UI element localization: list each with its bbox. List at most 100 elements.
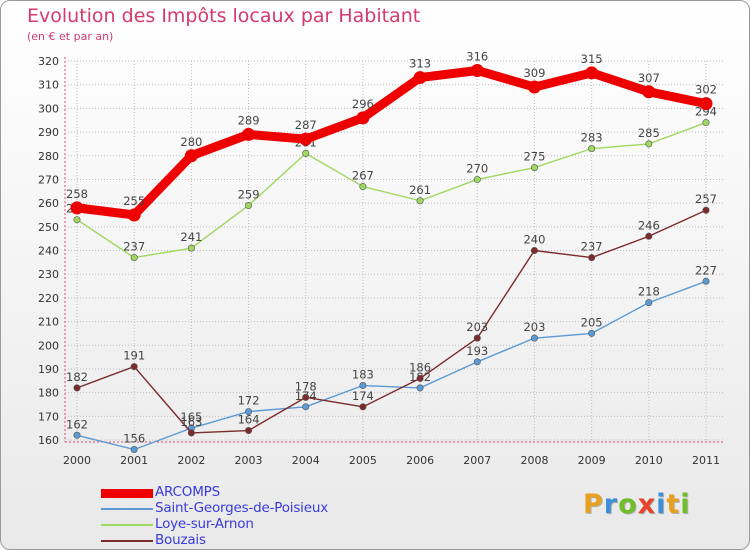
data-point — [302, 403, 310, 411]
data-point — [702, 206, 710, 214]
data-label: 193 — [466, 344, 488, 358]
data-point — [242, 127, 256, 141]
legend-label: Bouzais — [155, 532, 206, 548]
y-tick-label: 280 — [38, 150, 59, 163]
y-tick-label: 220 — [38, 292, 59, 305]
chart-subtitle: (en € et par an) — [27, 30, 114, 43]
data-point — [473, 175, 481, 183]
data-label: 302 — [695, 83, 717, 97]
data-label: 164 — [238, 413, 260, 427]
y-tick-label: 170 — [38, 410, 59, 423]
proxiti-logo: Proxiti — [583, 489, 691, 520]
data-point — [359, 183, 367, 191]
data-label: 203 — [523, 320, 545, 334]
data-label: 316 — [466, 49, 488, 63]
data-label: 267 — [352, 169, 374, 183]
data-point — [245, 408, 253, 416]
data-label: 165 — [180, 410, 202, 424]
data-point — [73, 384, 81, 392]
data-label: 275 — [523, 150, 545, 164]
x-tick-label: 2003 — [235, 454, 263, 467]
data-label: 313 — [409, 57, 431, 71]
x-tick-label: 2011 — [692, 454, 720, 467]
data-point — [702, 277, 710, 285]
data-point — [645, 232, 653, 240]
data-label: 227 — [695, 263, 717, 277]
data-point — [130, 254, 138, 262]
logo-letter: i — [656, 489, 667, 520]
x-tick-label: 2009 — [578, 454, 606, 467]
data-point — [527, 80, 541, 94]
x-tick-label: 2000 — [63, 454, 91, 467]
x-tick-label: 2008 — [520, 454, 548, 467]
data-point — [187, 429, 195, 437]
data-point — [356, 111, 370, 125]
legend-swatch — [101, 508, 153, 510]
data-label: 255 — [123, 194, 145, 208]
y-tick-label: 180 — [38, 387, 59, 400]
x-tick-label: 2004 — [292, 454, 320, 467]
data-point — [585, 66, 599, 80]
data-point — [359, 403, 367, 411]
data-point — [130, 363, 138, 371]
y-tick-label: 260 — [38, 197, 59, 210]
data-label: 289 — [238, 113, 260, 127]
data-label: 315 — [581, 52, 603, 66]
data-label: 259 — [238, 187, 260, 201]
y-tick-label: 310 — [38, 79, 59, 92]
data-label: 186 — [409, 360, 431, 374]
data-point — [73, 431, 81, 439]
data-label: 307 — [638, 71, 660, 85]
data-label: 283 — [581, 131, 603, 145]
data-label: 162 — [66, 417, 88, 431]
logo-letter: r — [603, 489, 619, 520]
logo-letter: x — [637, 489, 657, 520]
series-line-1 — [76, 280, 707, 451]
x-tick-label: 2005 — [349, 454, 377, 467]
data-point — [416, 384, 424, 392]
data-label: 280 — [180, 135, 202, 149]
data-label: 287 — [295, 118, 317, 132]
x-tick-label: 2010 — [635, 454, 663, 467]
y-tick-label: 250 — [38, 221, 59, 234]
data-point — [127, 208, 141, 222]
data-point — [413, 71, 427, 85]
data-label: 261 — [409, 183, 431, 197]
x-tick-label: 2006 — [406, 454, 434, 467]
legend-swatch — [101, 524, 153, 526]
data-point — [699, 97, 713, 111]
data-point — [302, 149, 310, 157]
data-label: 218 — [638, 285, 660, 299]
data-label: 163 — [180, 415, 202, 429]
data-point — [245, 427, 253, 435]
data-point — [302, 393, 310, 401]
data-label: 182 — [66, 370, 88, 384]
data-label: 240 — [523, 233, 545, 247]
data-point — [530, 247, 538, 255]
data-label: 270 — [466, 161, 488, 175]
data-label: 258 — [66, 187, 88, 201]
data-point — [73, 216, 81, 224]
y-tick-label: 210 — [38, 316, 59, 329]
data-point — [184, 149, 198, 163]
data-point — [187, 244, 195, 252]
x-tick-label: 2001 — [120, 454, 148, 467]
data-label: 296 — [352, 97, 374, 111]
x-tick-label: 2002 — [177, 454, 205, 467]
data-label: 183 — [352, 368, 374, 382]
data-label: 205 — [581, 315, 603, 329]
data-label: 257 — [695, 192, 717, 206]
data-label: 241 — [180, 230, 202, 244]
data-point — [588, 329, 596, 337]
data-label: 172 — [238, 394, 260, 408]
y-tick-label: 290 — [38, 126, 59, 139]
y-tick-label: 270 — [38, 173, 59, 186]
logo-letter: o — [618, 489, 638, 520]
data-point — [416, 374, 424, 382]
y-tick-label: 320 — [38, 55, 59, 68]
data-label: 294 — [695, 105, 717, 119]
y-tick-label: 160 — [38, 434, 59, 447]
data-point — [530, 334, 538, 342]
series-line-2 — [76, 121, 707, 259]
